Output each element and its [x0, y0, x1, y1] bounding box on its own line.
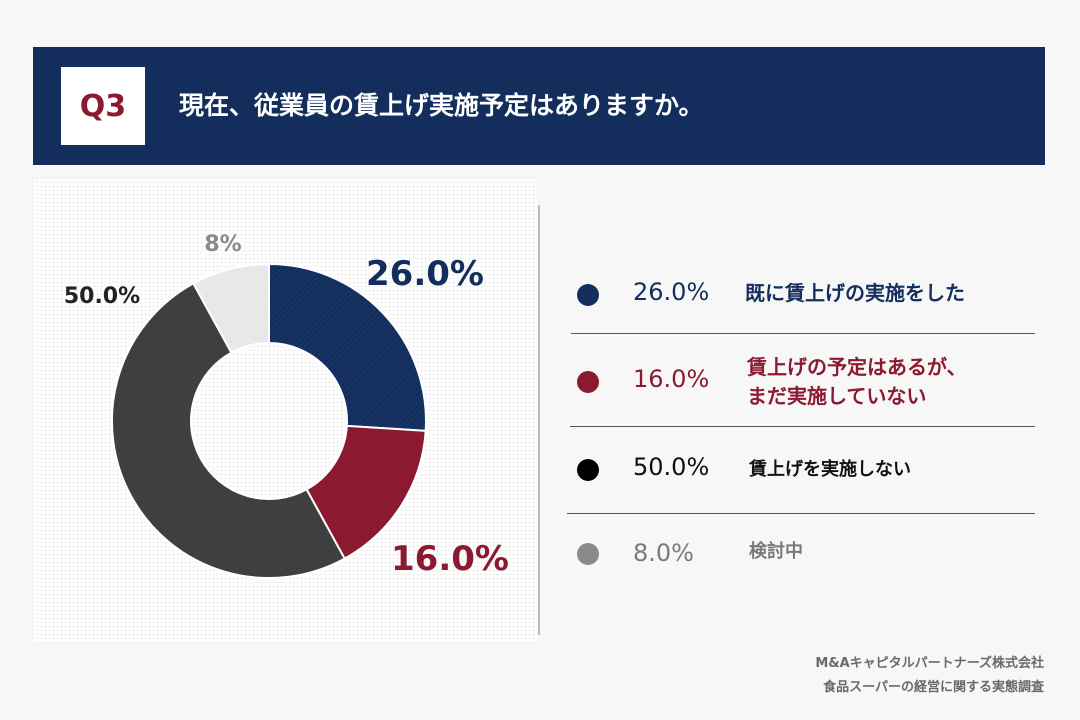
- legend-label-implemented: 既に賃上げの実施をした: [745, 281, 965, 305]
- slice-considering: [192, 262, 270, 355]
- legend-divider: [571, 333, 1035, 334]
- slice-label-not-implement: 50.0%: [64, 284, 140, 309]
- question-title: 現在、従業員の賃上げ実施予定はありますか。: [179, 91, 704, 120]
- source-company: M&Aキャピタルパートナーズ株式会社: [815, 656, 1044, 671]
- slice-implemented: [268, 262, 427, 432]
- question-number-badge: Q3: [61, 67, 145, 145]
- legend-pct-not-implement: 50.0%: [633, 453, 710, 481]
- legend-label-planned-line2: まだ実施していない: [747, 384, 927, 408]
- slice-label-planned: 16.0%: [391, 539, 509, 579]
- question-header: Q3 現在、従業員の賃上げ実施予定はありますか。: [33, 47, 1045, 165]
- legend-label-not-implement: 賃上げを実施しない: [749, 459, 911, 480]
- legend-divider: [570, 426, 1035, 427]
- vertical-divider: [538, 205, 540, 635]
- slice-planned: [305, 424, 427, 560]
- legend-label-considering: 検討中: [749, 541, 803, 562]
- legend-pct-planned: 16.0%: [633, 365, 710, 393]
- legend-divider: [567, 513, 1035, 514]
- legend-pct-considering: 8.0%: [633, 539, 694, 567]
- legend-item-not-implement: 50.0% 賃上げを実施しない: [560, 446, 1040, 496]
- slice-not-implement: [110, 282, 346, 580]
- legend-dot-not-implement: [577, 459, 599, 481]
- slice-label-considering: 8%: [204, 232, 241, 257]
- legend-item-implemented: 26.0% 既に賃上げの実施をした: [560, 270, 1040, 320]
- question-number: Q3: [79, 88, 127, 124]
- legend-dot-implemented: [577, 284, 599, 306]
- slice-label-implemented: 26.0%: [366, 254, 484, 294]
- source-credit: M&Aキャピタルパートナーズ株式会社 食品スーパーの経営に関する実態調査: [815, 652, 1044, 700]
- legend-label-planned-line1: 賃上げの予定はあるが、: [747, 355, 967, 379]
- legend-pct-implemented: 26.0%: [633, 278, 710, 306]
- legend-dot-planned: [577, 371, 599, 393]
- legend-item-planned: 16.0% 賃上げの予定はあるが、 まだ実施していない: [560, 350, 1040, 416]
- source-survey: 食品スーパーの経営に関する実態調査: [823, 680, 1044, 695]
- legend-item-considering: 8.0% 検討中: [560, 532, 1040, 582]
- legend-dot-considering: [577, 543, 599, 565]
